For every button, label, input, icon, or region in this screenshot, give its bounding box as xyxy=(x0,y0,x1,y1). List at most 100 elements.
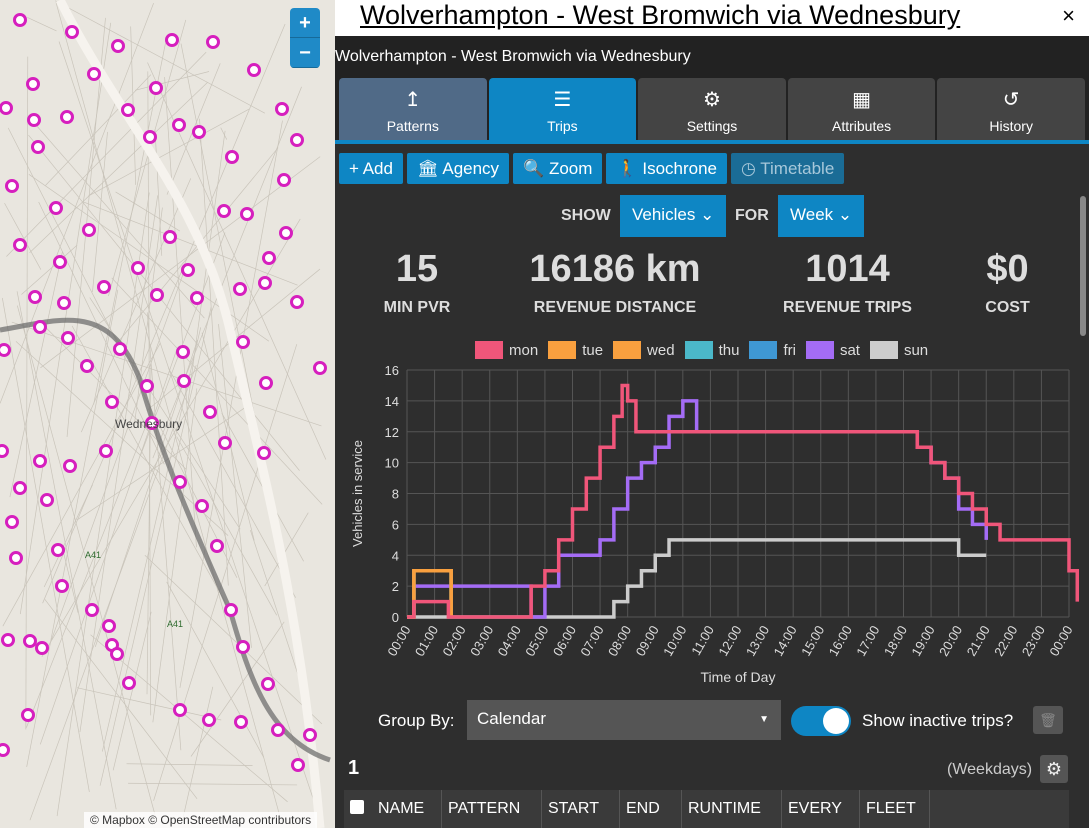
search-icon: 🔍 xyxy=(523,159,545,178)
bus-stop-marker xyxy=(236,640,250,654)
bus-stop-marker xyxy=(63,459,77,473)
map-road xyxy=(111,277,323,505)
bus-stop-marker xyxy=(203,405,217,419)
for-select[interactable]: Week ⌄ xyxy=(778,195,865,237)
bus-stop-marker xyxy=(145,416,159,430)
map-road xyxy=(11,321,322,427)
stat-revenue-distance: 16186 km REVENUE DISTANCE xyxy=(515,248,715,317)
legend-item[interactable]: wed xyxy=(613,340,675,360)
trash-icon[interactable]: 🗑 xyxy=(1033,706,1063,734)
isochrone-button[interactable]: 🚶 Isochrone xyxy=(606,153,728,184)
bus-stop-marker xyxy=(65,25,79,39)
bus-stop-marker xyxy=(192,125,206,139)
column-header-runtime[interactable]: RUNTIME xyxy=(682,790,782,828)
bus-stop-marker xyxy=(31,140,45,154)
map-road-label: A41 xyxy=(167,619,183,629)
legend-item[interactable]: mon xyxy=(475,340,538,360)
chart-filters: SHOW Vehicles ⌄ FOR Week ⌄ xyxy=(335,195,1089,237)
bus-stop-marker xyxy=(202,713,216,727)
x-tick-label: 08:00 xyxy=(605,623,634,659)
map-attribution[interactable]: © Mapbox © OpenStreetMap contributors xyxy=(84,812,318,828)
x-tick-label: 10:00 xyxy=(660,623,689,659)
legend-swatch xyxy=(749,341,778,359)
tab-trips[interactable]: ☰ Trips xyxy=(488,78,637,140)
bus-stop-marker xyxy=(97,280,111,294)
bus-stop-marker xyxy=(181,263,195,277)
series-line-sun xyxy=(407,538,987,619)
bus-stop-marker xyxy=(290,295,304,309)
bus-stop-marker xyxy=(217,204,231,218)
legend-label: thu xyxy=(718,341,740,359)
bus-stop-marker xyxy=(122,676,136,690)
tab-label: History xyxy=(989,118,1033,134)
map-canvas[interactable]: Wednesbury A41 A41 xyxy=(0,0,335,828)
column-header-start[interactable]: START xyxy=(542,790,620,828)
legend-swatch xyxy=(613,341,642,359)
group-by-select[interactable]: Calendar ▼ xyxy=(467,700,781,740)
show-select[interactable]: Vehicles ⌄ xyxy=(620,195,727,237)
close-icon[interactable]: × xyxy=(1062,3,1075,28)
map-road xyxy=(25,419,149,728)
tab-settings[interactable]: ⚙ Settings xyxy=(638,78,786,140)
tab-attributes[interactable]: ▦ Attributes xyxy=(787,78,936,140)
stat-value: $0 xyxy=(986,248,1029,290)
map-road xyxy=(146,312,182,751)
scrollbar[interactable] xyxy=(1080,196,1086,336)
bus-stop-marker xyxy=(206,35,220,49)
bus-stop-marker xyxy=(247,63,261,77)
agency-button[interactable]: 🏛 Agency xyxy=(406,153,510,184)
column-header-every[interactable]: EVERY xyxy=(782,790,860,828)
x-tick-label: 20:00 xyxy=(936,623,965,659)
show-label: SHOW xyxy=(561,207,611,224)
column-header-fleet[interactable]: FLEET xyxy=(860,790,930,828)
zoom-button[interactable]: 🔍 Zoom xyxy=(513,153,603,184)
legend-item[interactable]: tue xyxy=(548,340,603,360)
column-header-end[interactable]: END xyxy=(620,790,682,828)
tab-history[interactable]: ↺ History xyxy=(937,78,1085,140)
y-tick-label: 6 xyxy=(392,517,399,532)
map-road xyxy=(2,343,161,627)
select-all-checkbox[interactable] xyxy=(344,790,372,828)
bus-stop-marker xyxy=(303,728,317,742)
map-road xyxy=(76,407,246,521)
legend-item[interactable]: fri xyxy=(749,340,796,360)
isochrone-label: Isochrone xyxy=(642,159,718,178)
group-by-label: Group By: xyxy=(378,711,455,730)
zoom-out-button[interactable]: − xyxy=(290,38,320,68)
map-road xyxy=(45,74,152,186)
zoom-in-button[interactable]: + xyxy=(290,8,320,38)
add-button[interactable]: + Add xyxy=(339,153,403,184)
bus-stop-marker xyxy=(177,374,191,388)
legend-swatch xyxy=(869,341,898,359)
map-road xyxy=(167,367,296,598)
bus-stop-marker xyxy=(210,539,224,553)
chevron-down-icon: ⌄ xyxy=(837,205,853,224)
map-view[interactable]: Wednesbury A41 A41 + − © Mapbox © OpenStre… xyxy=(0,0,335,828)
map-road xyxy=(16,291,117,810)
map-road xyxy=(126,763,253,766)
table-icon: ▦ xyxy=(852,89,872,111)
show-inactive-toggle[interactable] xyxy=(791,706,851,736)
tab-patterns[interactable]: ↥ Patterns xyxy=(339,78,487,140)
legend-item[interactable]: sat xyxy=(805,340,860,360)
x-tick-label: 03:00 xyxy=(467,623,496,659)
map-road xyxy=(61,544,79,613)
timetable-button[interactable]: ◷ Timetable xyxy=(731,153,845,184)
map-road xyxy=(190,621,285,757)
gear-icon[interactable]: ⚙ xyxy=(1040,755,1068,783)
map-road xyxy=(40,156,321,369)
legend-item[interactable]: thu xyxy=(684,340,740,360)
bus-stop-marker xyxy=(49,201,63,215)
map-road xyxy=(25,56,29,730)
bus-stop-marker xyxy=(150,288,164,302)
column-header-name[interactable]: NAME xyxy=(372,790,442,828)
x-tick-label: 07:00 xyxy=(577,623,606,659)
bus-stop-marker xyxy=(110,647,124,661)
window-title: Wolverhampton - West Bromwich via Wednes… xyxy=(360,0,961,30)
bus-stop-marker xyxy=(57,296,71,310)
map-road xyxy=(128,782,298,786)
y-tick-label: 16 xyxy=(385,363,399,378)
column-header-pattern[interactable]: PATTERN xyxy=(442,790,542,828)
map-road xyxy=(76,687,222,721)
legend-item[interactable]: sun xyxy=(869,340,928,360)
